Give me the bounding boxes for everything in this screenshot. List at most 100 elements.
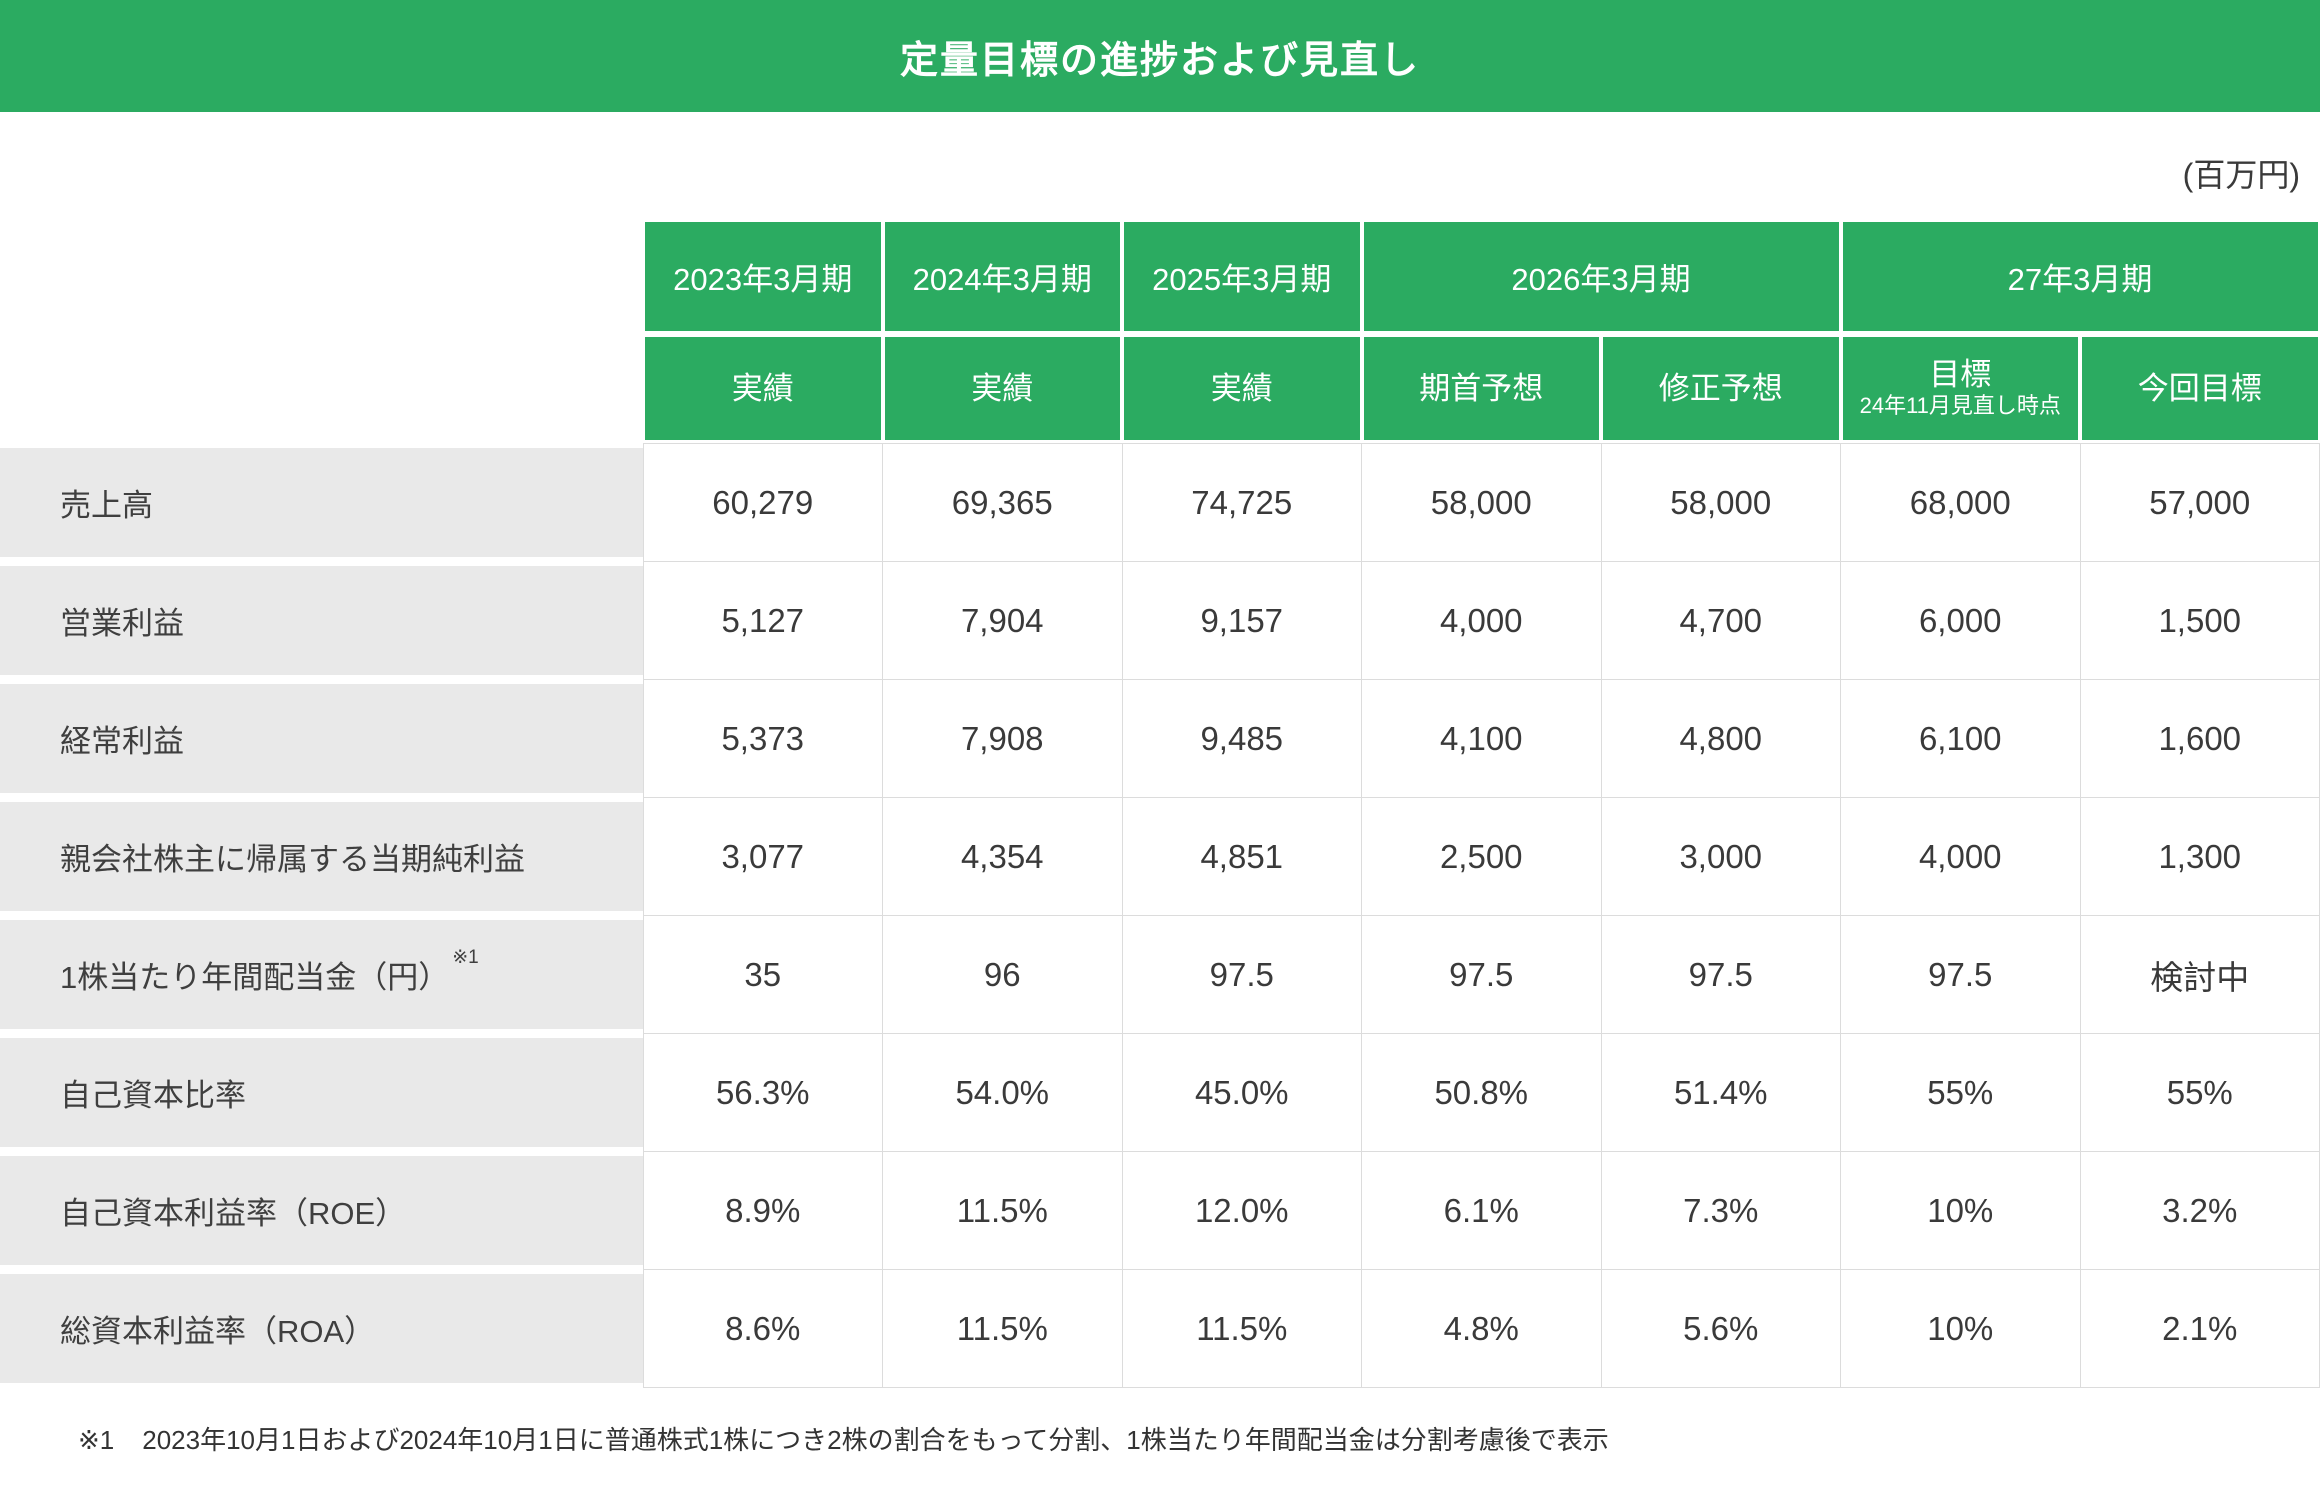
sub-header-label: 期首予想: [1363, 337, 1599, 440]
sub-header: 今回目標: [2080, 334, 2320, 444]
row-label-text: 経常利益: [60, 724, 184, 759]
value-text: 11.5%: [956, 1309, 1048, 1347]
value-text: 97.5: [1209, 955, 1274, 993]
value-text: 58,000: [1430, 483, 1532, 521]
value-text: 55%: [1927, 1073, 1994, 1111]
value-cell: 4,000: [1840, 797, 2081, 916]
year-header-label: 2025年3月期: [1124, 222, 1360, 331]
value-cell: 5.6%: [1600, 1269, 1841, 1388]
value-text: 4.8%: [1443, 1309, 1519, 1347]
value-cell: 6,100: [1840, 679, 2081, 798]
value-text: 7,904: [960, 601, 1044, 639]
sub-header-main: 実績: [1210, 370, 1273, 406]
value-cell: 12.0%: [1121, 1151, 1362, 1270]
sub-header-label: 目標 24年11月見直し時点: [1842, 337, 2078, 440]
sub-header-label: 実績: [645, 337, 881, 440]
value-cell: 3,077: [642, 797, 883, 916]
value-cell: 11.5%: [1121, 1269, 1362, 1388]
quantitative-targets-table: 2023年3月期 2024年3月期 2025年3月期 2026年3月期 27年3月期 実績…: [0, 219, 2320, 1388]
value-cell: 7,908: [882, 679, 1123, 798]
value-cell: 54.0%: [882, 1033, 1123, 1152]
table-head: 2023年3月期 2024年3月期 2025年3月期 2026年3月期 27年3月期 実績…: [0, 219, 2320, 444]
unit-label: (百万円): [2182, 157, 2300, 193]
sub-header: 実績: [643, 334, 883, 444]
value-cell: 2,500: [1361, 797, 1602, 916]
value-cell: 8.6%: [642, 1269, 883, 1388]
sub-header-main: 期首予想: [1419, 370, 1544, 406]
value-text: 9,485: [1200, 719, 1284, 757]
value-text: 3,000: [1679, 837, 1763, 875]
value-text: 検討中: [2150, 958, 2250, 996]
value-text: 50.8%: [1434, 1073, 1529, 1111]
year-header-label: 27年3月期: [1842, 222, 2318, 331]
value-text: 57,000: [2149, 483, 2251, 521]
value-cell: 57,000: [2079, 443, 2320, 562]
row-label-text: 親会社株主に帰属する当期純利益: [60, 842, 525, 877]
row-label: 親会社株主に帰属する当期純利益: [0, 802, 643, 911]
value-cell: 6.1%: [1361, 1151, 1602, 1270]
row-label: 売上高: [0, 448, 643, 557]
value-cell: 4,000: [1361, 561, 1602, 680]
value-text: 8.6%: [725, 1309, 801, 1347]
value-text: 60,279: [712, 483, 814, 521]
value-text: 55%: [2166, 1073, 2233, 1111]
value-text: 3.2%: [2162, 1191, 2238, 1229]
table-row: 総資本利益率（ROA） 8.6% 11.5% 11.5% 4.8% 5.6% 10% 2.1%: [0, 1269, 2320, 1388]
value-cell: 68,000: [1840, 443, 2081, 562]
value-cell: 97.5: [1840, 915, 2081, 1034]
value-cell: 2.1%: [2079, 1269, 2320, 1388]
page-title-bar: 定量目標の進捗および見直し: [0, 0, 2320, 112]
year-header: 27年3月期: [1840, 219, 2320, 334]
value-text: 11.5%: [1196, 1309, 1288, 1347]
table-body: 売上高 60,279 69,365 74,725 58,000 58,000 68,000 5…: [0, 443, 2320, 1388]
row-label: 総資本利益率（ROA）: [0, 1274, 643, 1383]
row-label: 自己資本利益率（ROE）: [0, 1156, 643, 1265]
row-label-text: 営業利益: [60, 606, 184, 641]
year-header: 2024年3月期: [882, 219, 1122, 334]
sub-header-main: 今回目標: [2137, 370, 2262, 406]
row-label-text: 売上高: [60, 488, 153, 523]
row-label-cell: 経常利益: [0, 679, 643, 798]
value-text: 4,100: [1439, 719, 1523, 757]
value-text: 69,365: [951, 483, 1053, 521]
sub-header-label: 実績: [884, 337, 1120, 440]
value-cell: 5,373: [642, 679, 883, 798]
row-label-cell: 営業利益: [0, 561, 643, 680]
sub-header: 実績: [882, 334, 1122, 444]
table-row: 営業利益 5,127 7,904 9,157 4,000 4,700 6,000 1,500: [0, 561, 2320, 680]
value-text: 56.3%: [715, 1073, 810, 1111]
value-text: 2.1%: [2162, 1309, 2238, 1347]
year-header-label: 2026年3月期: [1363, 222, 1839, 331]
value-text: 4,354: [960, 837, 1044, 875]
value-cell: 50.8%: [1361, 1033, 1602, 1152]
row-label: 自己資本比率: [0, 1038, 643, 1147]
sub-header-row: 実績 実績 実績 期首予想 修正予想 目標 24年11月見直し時点 今回目標: [0, 334, 2320, 444]
sub-header: 目標 24年11月見直し時点: [1840, 334, 2080, 444]
sub-header-main: 実績: [731, 370, 794, 406]
row-label-cell: 自己資本利益率（ROE）: [0, 1151, 643, 1270]
value-cell: 55%: [2079, 1033, 2320, 1152]
value-cell: 3,000: [1600, 797, 1841, 916]
value-text: 10%: [1927, 1191, 1994, 1229]
value-text: 8.9%: [725, 1191, 801, 1229]
footnote: ※1 2023年10月1日および2024年10月1日に普通株式1株につき2株の割…: [78, 1420, 1609, 1457]
value-cell: 3.2%: [2079, 1151, 2320, 1270]
year-header: 2023年3月期: [643, 219, 883, 334]
value-text: 4,800: [1679, 719, 1763, 757]
value-text: 4,000: [1918, 837, 2002, 875]
value-text: 74,725: [1191, 483, 1293, 521]
value-text: 12.0%: [1194, 1191, 1289, 1229]
row-label-text: 自己資本比率: [60, 1078, 246, 1113]
value-text: 1,500: [2158, 601, 2242, 639]
row-label-cell: 親会社株主に帰属する当期純利益: [0, 797, 643, 916]
value-text: 7,908: [960, 719, 1044, 757]
row-label: 経常利益: [0, 684, 643, 793]
sub-header-label: 今回目標: [2082, 337, 2318, 440]
footnote-text: 2023年10月1日および2024年10月1日に普通株式1株につき2株の割合をも…: [142, 1425, 1609, 1455]
value-text: 51.4%: [1673, 1073, 1768, 1111]
value-cell: 96: [882, 915, 1123, 1034]
value-cell: 4,354: [882, 797, 1123, 916]
value-text: 11.5%: [956, 1191, 1048, 1229]
sub-header-main: 修正予想: [1658, 370, 1783, 406]
row-label-text: 総資本利益率（ROA）: [60, 1314, 376, 1349]
